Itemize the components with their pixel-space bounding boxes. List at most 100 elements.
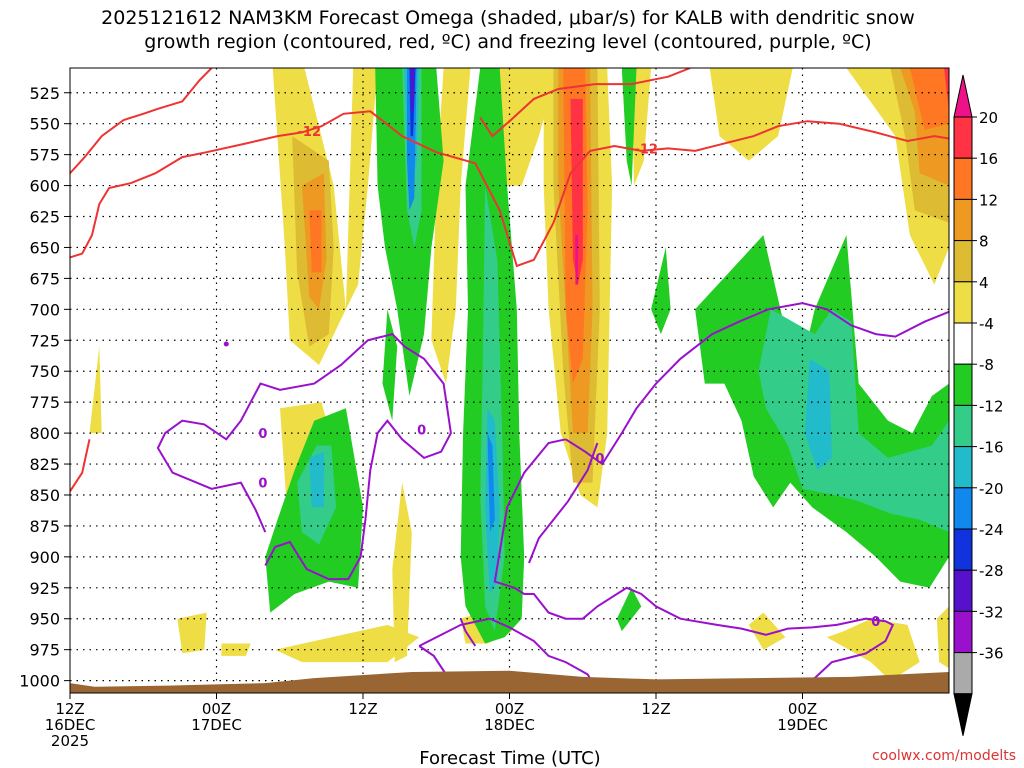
- y-tick-label-1000: 1000: [19, 672, 60, 691]
- y-tick-label-875: 875: [29, 517, 60, 536]
- y-tick-label-850: 850: [29, 486, 60, 505]
- y-tick-label-800: 800: [29, 424, 60, 443]
- y-tick-label-525: 525: [29, 84, 60, 103]
- colorbar-segment-5: [953, 322, 973, 365]
- x-tick-label-4-0: 12Z: [641, 700, 670, 718]
- y-tick-label-925: 925: [29, 579, 60, 598]
- omega-green-region-5: [651, 247, 671, 335]
- colorbar-segment-6: [953, 363, 973, 406]
- x-tick-label-2-0: 12Z: [348, 700, 377, 718]
- colorbar-label-0: 20: [979, 109, 998, 127]
- freezing-contour-label-3: 0: [595, 452, 604, 467]
- omega-blue-region-0: [407, 68, 417, 211]
- colorbar-label-1: 16: [979, 150, 998, 168]
- x-tick-label-1-0: 00Z: [202, 700, 231, 718]
- omega-cyan-region-3: [804, 358, 832, 471]
- freezing-contour-line-4: [565, 302, 949, 466]
- y-tick-label-725: 725: [29, 331, 60, 350]
- freezing-contour-line-0: [156, 332, 452, 581]
- dgz-contour-label-0: -12: [298, 125, 322, 140]
- freezing-contour-line-3: [459, 618, 477, 647]
- colorbar: 20 16 12 8 4 -4 -8 -12 -16 -20 -24 -28 -32 -36: [953, 74, 1004, 736]
- dgz-contour-line-1: [70, 110, 949, 268]
- colorbar-label-11: -28: [979, 562, 1004, 580]
- freezing-small-mark-0: [223, 341, 229, 347]
- y-tick-label-750: 750: [29, 362, 60, 381]
- freezing-contour-label-0: 0: [258, 427, 267, 442]
- dgz-contour-line-3: [70, 439, 91, 492]
- colorbar-segment-0: [953, 116, 973, 159]
- omega-shading: [89, 68, 949, 681]
- colorbar-segment-10: [953, 528, 973, 571]
- dgz-contour-line-2: [479, 68, 691, 138]
- omega-yellow-region-12: [392, 482, 412, 663]
- colorbar-segment-3: [953, 240, 973, 283]
- omega-indigo-region-0: [410, 68, 415, 112]
- colorbar-label-2: 12: [979, 191, 998, 209]
- x-tick-label-5-1: 19DEC: [777, 716, 828, 734]
- omega-yellow-region-1: [345, 68, 378, 310]
- omega-green-region-3: [382, 309, 398, 421]
- terrain: [70, 670, 949, 693]
- y-tick-label-575: 575: [29, 146, 60, 165]
- freezing-contour-label-1: 0: [258, 477, 267, 492]
- y-tick-label-675: 675: [29, 269, 60, 288]
- omega-yellow-region-3: [492, 68, 559, 186]
- colorbar-top-arrow: [953, 74, 973, 118]
- colorbar-label-4: 4: [979, 274, 989, 292]
- y-tick-label-625: 625: [29, 208, 60, 227]
- colorbar-label-13: -36: [979, 645, 1004, 663]
- freezing-contour-label-2: 0: [417, 423, 426, 438]
- omega-yellow-region-6: [709, 68, 793, 161]
- x-axis-label: Forecast Time (UTC): [419, 748, 600, 768]
- chart-title-line-2: growth region (contoured, red, ºC) and f…: [144, 31, 871, 53]
- omega-dark-orange-region-2: [909, 68, 949, 130]
- omega-yellow-region-8: [89, 346, 102, 434]
- chart-title-line-1: 2025121612 NAM3KM Forecast Omega (shaded…: [101, 7, 915, 29]
- colorbar-bottom-arrow: [953, 693, 973, 736]
- colorbar-label-10: -24: [979, 521, 1004, 539]
- x-tick-label-1-1: 17DEC: [191, 716, 242, 734]
- credit-text: coolwx.com/modelts: [872, 748, 1016, 764]
- omega-pink-region-0: [575, 235, 578, 285]
- x-tick-label-5-0: 00Z: [788, 700, 817, 718]
- omega-yellow-region-5: [631, 68, 652, 186]
- y-tick-label-975: 975: [29, 641, 60, 660]
- colorbar-label-12: -32: [979, 603, 1004, 621]
- x-tick-label-0-0: 12Z: [55, 700, 84, 718]
- omega-yellow-region-10: [221, 643, 251, 656]
- colorbar-label-9: -20: [979, 480, 1004, 498]
- freezing-contour-line-5: [493, 438, 895, 688]
- x-tick-label-0-1: 16DEC: [45, 716, 96, 734]
- colorbar-segment-12: [953, 610, 973, 654]
- omega-red-region-0: [570, 98, 583, 285]
- y-tick-label-650: 650: [29, 238, 60, 257]
- y-tick-label-950: 950: [29, 610, 60, 629]
- colorbar-label-7: -12: [979, 397, 1004, 415]
- y-tick-label-550: 550: [29, 115, 60, 134]
- omega-yellow-region-15: [936, 606, 949, 669]
- grid-lines: [70, 68, 949, 693]
- colorbar-segment-2: [953, 198, 973, 242]
- colorbar-label-5: -4: [979, 315, 994, 333]
- omega-yellow-region-16: [748, 612, 786, 650]
- colorbar-segment-4: [953, 281, 973, 324]
- omega-cyan-region-2: [309, 451, 324, 508]
- y-tick-label-700: 700: [29, 300, 60, 319]
- x-tick-label-0-2: 2025: [51, 732, 89, 750]
- y-tick-label-600: 600: [29, 177, 60, 196]
- omega-blue-region-1: [487, 433, 495, 533]
- colorbar-label-6: -8: [979, 356, 994, 374]
- omega-green-region-4: [621, 68, 637, 186]
- dgz-contour-line-0: [70, 68, 213, 174]
- dgz-contour-label-1: -12: [634, 142, 658, 157]
- colorbar-segment-9: [953, 487, 973, 530]
- omega-red-region-1: [944, 68, 949, 112]
- colorbar-segment-7: [953, 404, 973, 448]
- colorbar-label-3: 8: [979, 233, 989, 251]
- x-tick-label-3-1: 18DEC: [484, 716, 535, 734]
- omega-teal-region-3: [758, 309, 949, 533]
- omega-yellow-region-9: [177, 612, 207, 654]
